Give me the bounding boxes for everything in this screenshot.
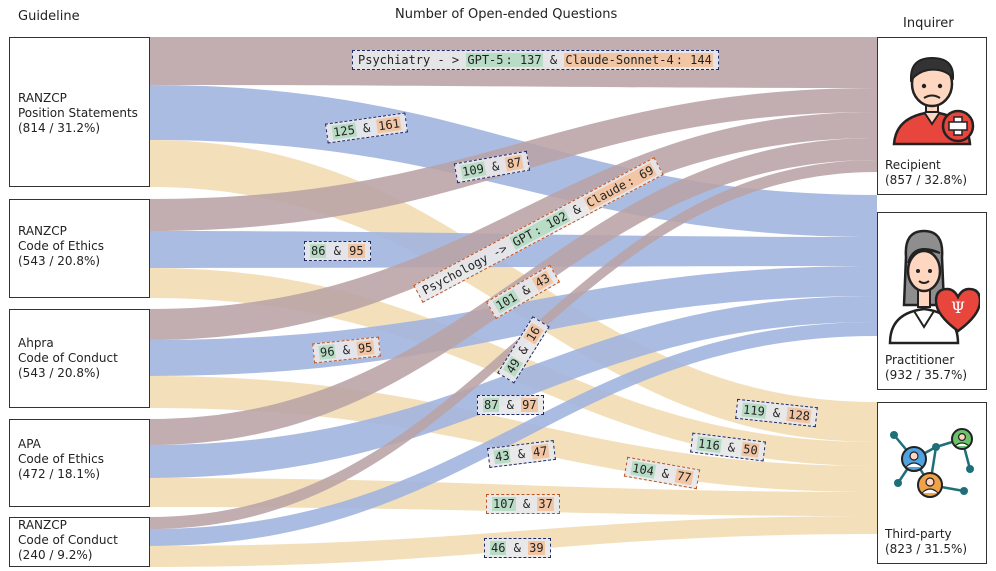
flow-label-separator: &	[719, 439, 744, 456]
source-stat: (543 / 20.8%)	[18, 366, 101, 380]
claude-count: 161	[376, 116, 402, 134]
source-stat: (543 / 20.8%)	[18, 254, 101, 268]
target-node-recipient: Recipient (857 / 32.8%)	[877, 37, 987, 195]
claude-count: 47	[531, 443, 550, 460]
flow-apa-practitioner	[150, 296, 877, 478]
target-stat: (932 / 35.7%)	[885, 368, 968, 382]
gpt-count: 86	[310, 244, 327, 258]
claude-count: 39	[528, 541, 545, 555]
network-icon	[890, 428, 974, 498]
gpt-count: 109	[460, 161, 487, 180]
gpt-count: 107	[492, 497, 516, 511]
source-name: Ahpra Code of Conduct	[18, 336, 118, 365]
claude-count: 128	[786, 407, 812, 424]
source-name: RANZCP Code of Conduct	[18, 518, 118, 547]
source-node-apa-ethics: APA Code of Ethics (472 / 18.1%)	[9, 419, 150, 507]
flow-ahpra-recipient	[150, 112, 877, 340]
source-stat: (472 / 18.1%)	[18, 467, 101, 481]
claude-count: : 144	[674, 53, 713, 67]
claude-model-label: Claude-Sonnet-4	[564, 53, 675, 67]
gpt-count: 96	[318, 344, 337, 360]
flow-label: 86 & 95	[304, 241, 371, 261]
flow-ranzcpcc-practitioner	[150, 322, 877, 546]
claude-count: 77	[674, 468, 694, 486]
source-stat: (240 / 9.2%)	[18, 548, 93, 562]
patient-icon	[892, 56, 975, 146]
flow-label: Psychiatry - > GPT-5: 137 & Claude-Sonne…	[352, 50, 719, 70]
gpt-count: 116	[696, 436, 722, 454]
flow-label-separator: &	[509, 445, 533, 463]
flow-label-separator: &	[542, 53, 565, 67]
target-stat: (857 / 32.8%)	[885, 173, 968, 187]
gpt-count: 46	[490, 541, 507, 555]
flow-label-separator: &	[653, 464, 678, 483]
source-name: RANZCP Position Statements	[18, 91, 138, 120]
flow-label: 46 & 39	[484, 538, 551, 558]
source-name: APA Code of Ethics	[18, 437, 104, 466]
target-node-thirdparty: Third-party (823 / 31.5%)	[877, 402, 987, 564]
claude-count: 95	[356, 340, 375, 356]
flow-label-separator: &	[506, 541, 529, 555]
questions-header: Number of Open-ended Questions	[395, 7, 618, 22]
psychologist-icon: Ψ	[888, 229, 980, 345]
flow-label-separator: &	[515, 497, 538, 511]
source-node-ranzcp-ethics: RANZCP Code of Ethics (543 / 20.8%)	[9, 199, 150, 298]
claude-count: 97	[521, 398, 538, 412]
gpt-count: 119	[741, 402, 767, 419]
target-stat: (823 / 31.5%)	[885, 542, 968, 556]
claude-count: 37	[537, 497, 554, 511]
target-name: Recipient	[885, 158, 941, 172]
target-name: Third-party	[885, 527, 952, 541]
target-name: Practitioner	[885, 353, 955, 367]
flow-label-separator: &	[326, 244, 349, 258]
claude-count: 87	[504, 154, 524, 172]
flow-label-separator: &	[483, 157, 508, 176]
source-stat: (814 / 31.2%)	[18, 121, 101, 135]
flow-label-separator: &	[765, 404, 789, 422]
flow-label-separator: &	[334, 341, 358, 359]
claude-count: 50	[741, 441, 760, 458]
guideline-header: Guideline	[18, 9, 80, 24]
gpt-model-label: GPT-5	[466, 53, 505, 67]
flow-label: 87 & 97	[477, 395, 544, 415]
gpt-count: 125	[331, 122, 357, 140]
source-name: RANZCP Code of Ethics	[18, 224, 104, 253]
claude-count: 95	[348, 244, 365, 258]
gpt-count: 104	[630, 460, 657, 479]
target-node-practitioner: Ψ Practitioner (932 / 35.7%)	[877, 212, 987, 390]
gpt-count: : 137	[504, 53, 543, 67]
flow-label-separator: &	[499, 398, 522, 412]
source-node-ranzcp-position: RANZCP Position Statements (814 / 31.2%)	[9, 37, 150, 187]
flow-label-prefix: Psychiatry - >	[358, 53, 467, 67]
gpt-count: 87	[483, 398, 500, 412]
inquirer-header: Inquirer	[903, 16, 954, 31]
source-node-ahpra-conduct: Ahpra Code of Conduct (543 / 20.8%)	[9, 309, 150, 408]
source-node-ranzcp-conduct: RANZCP Code of Conduct (240 / 9.2%)	[9, 517, 150, 567]
flow-label-separator: &	[354, 119, 379, 137]
flow-label: 107 & 37	[486, 494, 560, 514]
svg-text:Ψ: Ψ	[951, 298, 965, 317]
